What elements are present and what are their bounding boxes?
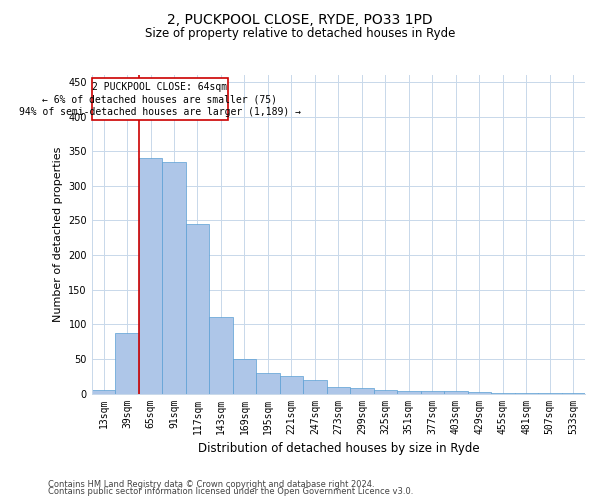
Bar <box>303 380 326 394</box>
Bar <box>397 391 421 394</box>
Bar <box>326 386 350 394</box>
Bar <box>92 78 228 120</box>
Text: 2, PUCKPOOL CLOSE, RYDE, PO33 1PD: 2, PUCKPOOL CLOSE, RYDE, PO33 1PD <box>167 12 433 26</box>
Bar <box>115 332 139 394</box>
Bar <box>256 373 280 394</box>
Bar <box>92 390 115 394</box>
Bar <box>280 376 303 394</box>
Text: ← 6% of detached houses are smaller (75): ← 6% of detached houses are smaller (75) <box>43 94 277 104</box>
Y-axis label: Number of detached properties: Number of detached properties <box>53 146 63 322</box>
Bar <box>139 158 162 394</box>
Text: Contains public sector information licensed under the Open Government Licence v3: Contains public sector information licen… <box>48 488 413 496</box>
Bar <box>421 392 444 394</box>
Text: Size of property relative to detached houses in Ryde: Size of property relative to detached ho… <box>145 28 455 40</box>
Bar <box>350 388 374 394</box>
Bar <box>186 224 209 394</box>
Text: 94% of semi-detached houses are larger (1,189) →: 94% of semi-detached houses are larger (… <box>19 106 301 117</box>
Text: 2 PUCKPOOL CLOSE: 64sqm: 2 PUCKPOOL CLOSE: 64sqm <box>92 82 227 92</box>
Bar <box>515 393 538 394</box>
Bar <box>209 318 233 394</box>
Bar <box>491 393 515 394</box>
Bar <box>538 393 562 394</box>
Text: Contains HM Land Registry data © Crown copyright and database right 2024.: Contains HM Land Registry data © Crown c… <box>48 480 374 489</box>
Bar <box>374 390 397 394</box>
Bar <box>562 393 585 394</box>
X-axis label: Distribution of detached houses by size in Ryde: Distribution of detached houses by size … <box>197 442 479 455</box>
Bar <box>467 392 491 394</box>
Bar <box>444 392 467 394</box>
Bar <box>162 162 186 394</box>
Bar <box>233 359 256 394</box>
